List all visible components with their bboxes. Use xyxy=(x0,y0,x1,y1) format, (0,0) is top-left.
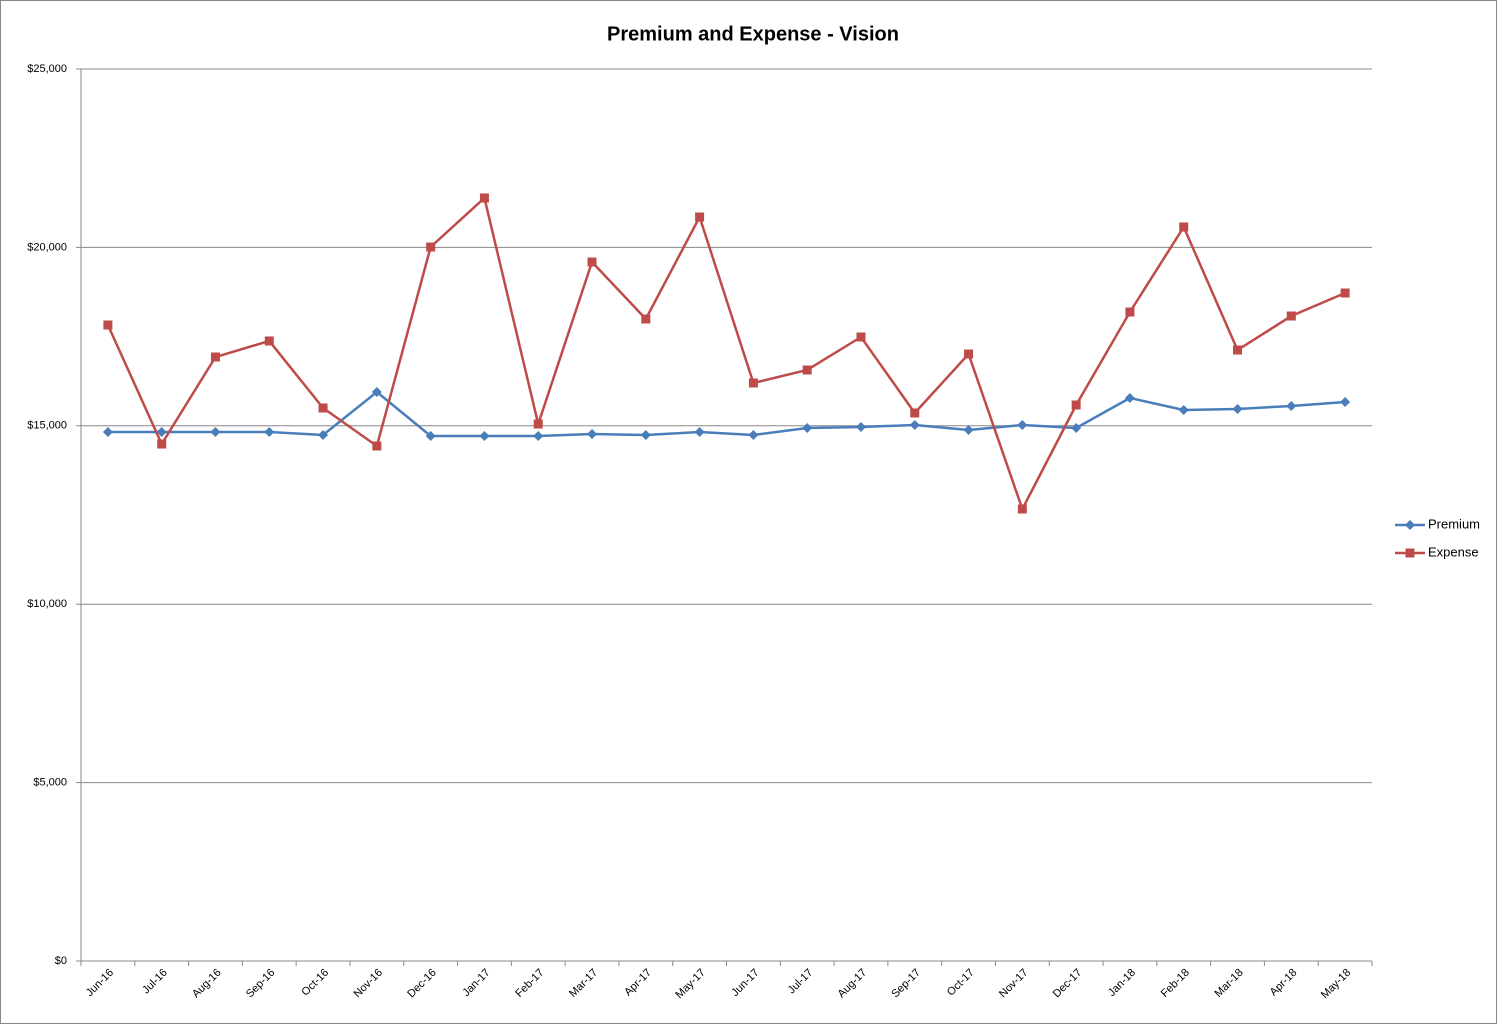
data-point xyxy=(533,431,544,442)
series-line xyxy=(106,195,1346,513)
data-point xyxy=(641,314,651,324)
y-tick-label: $25,000 xyxy=(27,63,67,75)
chart-title: Premium and Expense - Vision xyxy=(607,23,899,45)
legend-label: Expense xyxy=(1428,544,1479,559)
data-point xyxy=(1124,393,1135,404)
data-point xyxy=(318,403,328,413)
data-point xyxy=(640,430,651,441)
data-point xyxy=(210,427,221,438)
data-point xyxy=(264,427,275,438)
data-point xyxy=(802,423,813,434)
data-point xyxy=(1125,307,1135,317)
legend-marker xyxy=(1405,548,1415,558)
data-point xyxy=(748,430,759,441)
data-point xyxy=(156,427,167,438)
legend-marker xyxy=(1405,520,1415,530)
data-point xyxy=(210,352,220,362)
data-point xyxy=(102,427,113,438)
data-point xyxy=(157,439,167,449)
data-point xyxy=(533,419,543,429)
data-point xyxy=(426,242,436,252)
data-point xyxy=(802,365,812,375)
y-tick-label: $20,000 xyxy=(27,241,67,253)
data-point xyxy=(963,425,974,436)
data-point xyxy=(479,431,490,442)
data-point xyxy=(909,420,920,431)
data-point xyxy=(910,408,920,418)
data-point xyxy=(855,422,866,433)
legend-label: Premium xyxy=(1428,516,1480,531)
data-point xyxy=(694,427,705,438)
data-point xyxy=(964,349,974,359)
data-point xyxy=(695,212,705,222)
data-point xyxy=(372,441,382,451)
data-point xyxy=(587,257,597,267)
y-tick-label: $0 xyxy=(55,955,67,967)
data-point xyxy=(1340,288,1350,298)
y-tick-label: $10,000 xyxy=(27,598,67,610)
data-point xyxy=(1286,400,1297,411)
data-point xyxy=(1233,345,1243,355)
data-point xyxy=(1017,420,1028,431)
data-point xyxy=(1340,397,1351,408)
data-point xyxy=(425,431,436,442)
data-point xyxy=(1017,504,1027,514)
data-point xyxy=(1071,423,1082,434)
data-point xyxy=(103,320,113,330)
data-point xyxy=(1286,311,1296,321)
data-point xyxy=(748,378,758,388)
data-point xyxy=(371,387,382,398)
data-point xyxy=(1232,403,1243,414)
y-tick-label: $15,000 xyxy=(27,420,67,432)
data-point xyxy=(1071,400,1081,410)
data-point xyxy=(318,430,329,441)
data-point xyxy=(264,336,274,346)
data-point xyxy=(587,429,598,440)
data-point xyxy=(1178,404,1189,415)
series-line xyxy=(107,390,1346,438)
data-point xyxy=(479,193,489,203)
data-point xyxy=(856,332,866,342)
data-point xyxy=(1179,222,1189,232)
y-tick-label: $5,000 xyxy=(33,777,67,789)
